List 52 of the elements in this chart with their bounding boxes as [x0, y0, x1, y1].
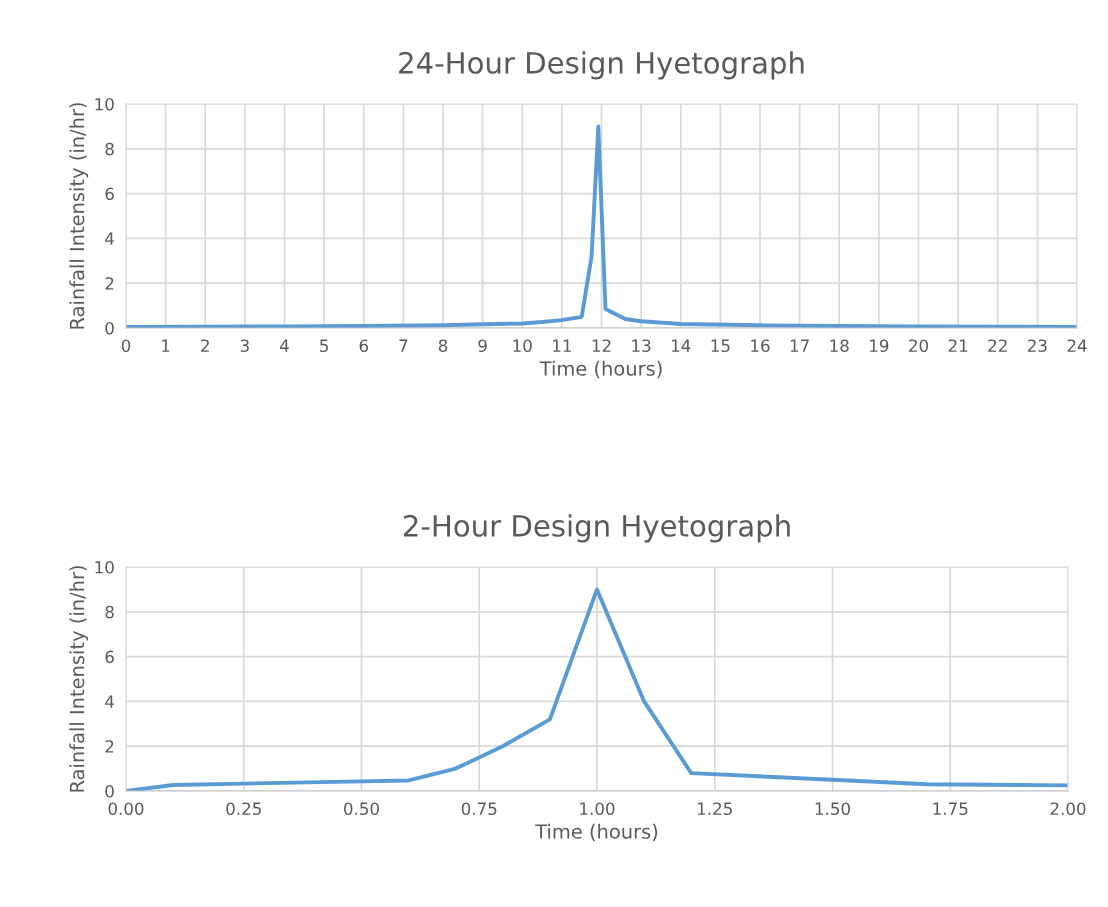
x-axis-title: Time (hours)	[535, 823, 658, 842]
x-tick-label: 11	[553, 339, 571, 352]
x-tick-label: 24	[1067, 339, 1087, 352]
x-tick-label: 22	[988, 339, 1007, 352]
x-tick-label: 15	[711, 339, 730, 353]
x-tick-label: 1	[162, 339, 170, 352]
x-tick-label: 12	[592, 339, 611, 352]
x-tick-label: 19	[870, 339, 889, 353]
x-tick-label: 1.00	[580, 802, 615, 816]
x-tick-label: 23	[1027, 339, 1047, 353]
y-axis-title: Rainfall Intensity (in/hr)	[69, 566, 89, 792]
y-tick-label: 6	[105, 650, 114, 664]
x-tick-label: 6	[359, 339, 368, 353]
x-tick-label: 3	[240, 339, 249, 353]
y-tick-label: 0	[105, 321, 114, 335]
y-tick-label: 10	[95, 560, 114, 574]
y-tick-label: 6	[105, 187, 114, 201]
x-tick-label: 8	[438, 339, 448, 353]
x-tick-label: 0.00	[108, 802, 144, 816]
y-tick-label: 2	[105, 740, 114, 753]
x-tick-label: 21	[948, 339, 968, 352]
chart-title: 2-Hour Design Hyetograph	[403, 514, 790, 543]
x-tick-label: 16	[751, 339, 770, 353]
x-tick-label: 0.25	[226, 802, 261, 816]
x-tick-label: 2.00	[1050, 802, 1086, 816]
y-tick-label: 2	[105, 277, 114, 290]
x-tick-label: 0.75	[461, 802, 497, 816]
x-tick-label: 17	[790, 339, 809, 352]
x-tick-label: 4	[280, 339, 289, 352]
chart-title: 24-Hour Design Hyetograph	[399, 51, 804, 80]
x-tick-label: 13	[632, 339, 651, 353]
x-tick-label: 10	[513, 339, 532, 353]
x-tick-label: 9	[478, 339, 487, 353]
x-tick-label: 0	[121, 339, 131, 353]
x-tick-label: 18	[830, 339, 849, 353]
x-tick-label: 14	[671, 339, 691, 352]
y-tick-label: 8	[105, 605, 114, 619]
x-tick-label: 20	[909, 339, 928, 353]
y-tick-label: 4	[105, 695, 114, 708]
y-tick-label: 0	[105, 784, 114, 798]
y-tick-label: 10	[95, 97, 114, 111]
x-tick-label: 5	[320, 339, 328, 353]
x-tick-label: 1.25	[698, 802, 732, 816]
y-tick-label: 8	[105, 142, 114, 156]
x-tick-label: 1.50	[815, 802, 850, 816]
x-tick-label: 2	[201, 339, 209, 352]
y-axis-title: Rainfall Intensity (in/hr)	[69, 103, 89, 329]
x-axis-title: Time (hours)	[539, 360, 662, 379]
x-tick-label: 0.50	[344, 802, 379, 816]
x-tick-label: 7	[399, 339, 408, 352]
y-tick-label: 4	[105, 232, 114, 245]
x-tick-label: 1.75	[933, 802, 968, 816]
